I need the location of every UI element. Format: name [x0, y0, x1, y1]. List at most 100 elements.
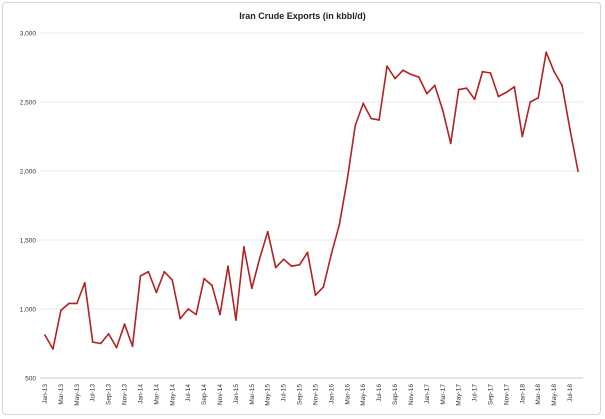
x-tick-label: Nov-16 [408, 384, 415, 405]
x-tick-label: Sep-14 [201, 384, 208, 405]
data-point [107, 332, 110, 335]
series-group [44, 51, 579, 350]
data-point [338, 223, 341, 226]
data-point [211, 284, 213, 287]
data-point [131, 345, 134, 348]
data-point [235, 319, 237, 321]
data-point [513, 85, 516, 88]
data-point [433, 84, 436, 87]
data-point [83, 281, 86, 284]
x-tick-label: Nov-13 [122, 384, 129, 405]
x-tick-label: Mar-13 [58, 384, 65, 405]
grid-lines [40, 32, 583, 379]
data-point [99, 342, 102, 345]
data-point [553, 70, 556, 73]
data-point [386, 65, 388, 68]
x-tick-label: Jan-13 [42, 384, 49, 404]
data-point [465, 87, 468, 90]
x-tick-label: Jan-16 [328, 384, 335, 404]
x-tick-label: Mar-17 [440, 384, 447, 405]
x-tick-label: Jan-18 [519, 384, 526, 404]
data-point [44, 334, 46, 337]
data-point [139, 274, 142, 277]
x-tick-label: Mar-14 [153, 384, 160, 405]
data-point [505, 91, 508, 94]
x-tick-label: Nov-15 [312, 384, 319, 405]
data-point [378, 119, 381, 121]
data-point [67, 302, 70, 305]
data-point [569, 128, 571, 131]
data-point [394, 77, 396, 80]
y-tick-label: 2,000 [20, 168, 37, 175]
data-point [402, 69, 404, 72]
y-tick-label: 2,500 [20, 99, 37, 106]
data-point [529, 101, 532, 103]
data-point [306, 251, 309, 254]
data-point [123, 323, 126, 326]
data-point [179, 317, 182, 320]
data-point [457, 88, 460, 91]
x-tick-label: Sep-15 [297, 384, 304, 405]
data-point [354, 124, 357, 127]
series-line [44, 51, 579, 350]
data-point [274, 266, 277, 269]
y-axis-tick-labels: 500 1,000 1,500 2,000 2,500 3,000 [20, 30, 37, 382]
data-point [187, 308, 190, 310]
data-point [195, 313, 198, 316]
y-tick-label: 1,000 [20, 306, 37, 313]
data-point [322, 286, 325, 288]
x-tick-label: Mar-18 [535, 384, 542, 405]
x-tick-label: Sep-16 [392, 384, 399, 405]
x-tick-label: Jul-17 [472, 384, 479, 402]
data-point [115, 346, 118, 349]
x-tick-label: Sep-17 [487, 384, 494, 405]
x-tick-label: Jul-18 [567, 384, 574, 402]
data-point [60, 309, 62, 312]
x-tick-label: Jul-13 [90, 384, 97, 402]
data-point [537, 96, 540, 99]
data-point [330, 252, 333, 255]
chart-frame [2, 2, 601, 415]
data-point [561, 84, 563, 87]
data-point [410, 73, 412, 76]
data-point [314, 294, 317, 297]
data-point [163, 270, 166, 273]
x-tick-label: Nov-17 [503, 384, 510, 405]
data-point [75, 302, 78, 305]
x-axis-tick-labels: Jan-13 Mar-13 May-13 Jul-13 Sep-13 Nov-13 Jan-… [42, 384, 574, 406]
data-point [370, 117, 373, 120]
data-point [282, 258, 285, 261]
data-point [489, 72, 492, 74]
data-point [449, 142, 452, 145]
data-point [203, 277, 206, 280]
data-point [91, 341, 94, 344]
x-tick-label: Jul-14 [185, 384, 192, 402]
y-tick-label: 500 [25, 375, 36, 382]
y-tick-label: 3,000 [20, 30, 37, 37]
data-point [473, 98, 476, 101]
data-point [52, 348, 54, 350]
data-point [147, 270, 150, 273]
x-tick-label: Jan-14 [137, 384, 144, 404]
chart-title: Iran Crude Exports (in kbbl/d) [239, 11, 366, 21]
x-tick-label: Mar-15 [249, 384, 256, 405]
data-point [171, 279, 174, 281]
x-tick-label: May-13 [74, 384, 81, 406]
x-tick-label: Nov-14 [217, 384, 224, 405]
data-point [155, 291, 158, 294]
y-tick-label: 1,500 [20, 237, 37, 244]
x-tick-label: Mar-16 [344, 384, 351, 405]
data-point [219, 313, 221, 316]
data-point [362, 102, 365, 105]
data-point [497, 95, 500, 98]
data-point [250, 287, 253, 290]
x-tick-label: May-18 [551, 384, 558, 406]
data-point [425, 92, 428, 95]
data-point [227, 265, 229, 268]
x-tick-label: Sep-13 [106, 384, 113, 405]
x-tick-label: May-16 [360, 384, 367, 406]
x-tick-label: May-14 [169, 384, 176, 406]
x-tick-label: Jul-15 [281, 384, 288, 402]
data-point [290, 265, 293, 268]
